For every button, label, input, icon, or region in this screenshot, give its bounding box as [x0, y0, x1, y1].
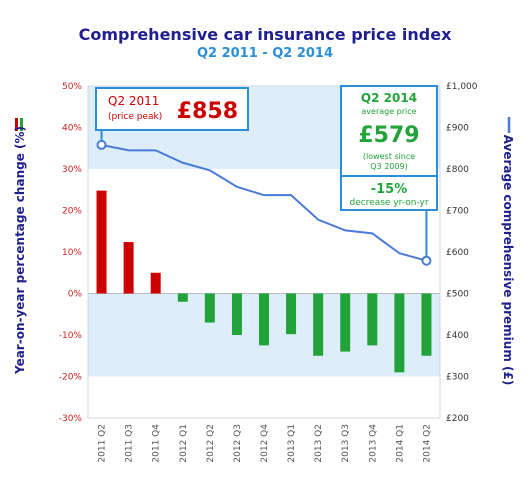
left-tick-label: 10% — [62, 248, 82, 258]
left-tick-label: -10% — [59, 331, 83, 341]
right-tick-label: £900 — [446, 124, 469, 134]
right-tick-label: £400 — [446, 331, 469, 341]
right-tick-label: £700 — [446, 207, 469, 217]
x-tick-label: 2012 Q2 — [206, 424, 216, 463]
bar — [394, 293, 405, 373]
x-tick-label: 2013 Q4 — [368, 424, 378, 463]
x-tick-label: 2011 Q2 — [98, 424, 108, 463]
right-tick-label: £500 — [446, 290, 469, 300]
left-axis-legend-swatch — [15, 118, 23, 131]
bar-series — [96, 190, 432, 373]
left-tick-label: 40% — [62, 124, 82, 134]
bar — [231, 293, 242, 335]
bar — [421, 293, 432, 356]
x-tick-label: 2011 Q4 — [152, 424, 162, 463]
x-tick-label: 2011 Q3 — [125, 424, 135, 463]
bar — [367, 293, 378, 346]
x-tick-label: 2014 Q1 — [395, 424, 405, 463]
bar — [313, 293, 324, 356]
peak-sublabel: (price peak) — [108, 112, 162, 122]
left-tick-label: 50% — [62, 82, 82, 92]
right-axis-title: Average comprehensive premium (£) — [501, 135, 515, 386]
left-tick-label: 20% — [62, 207, 82, 217]
chart-title: Comprehensive car insurance price index — [79, 25, 453, 44]
latest-marker — [421, 255, 432, 266]
x-tick-label: 2013 Q2 — [314, 424, 324, 463]
left-tick-label: 30% — [62, 165, 82, 175]
bar — [340, 293, 351, 352]
right-tick-label: £300 — [446, 373, 469, 383]
bar — [123, 242, 134, 294]
x-tick-label: 2012 Q1 — [179, 424, 189, 463]
change-note: decrease yr-on-yr — [349, 198, 428, 208]
latest-note-line-1: (lowest since — [363, 152, 415, 161]
right-axis-ticks: £200 £300 £400 £500 £600 £700 £800 £900 £1,000 — [446, 82, 478, 424]
latest-value: £579 — [358, 123, 419, 148]
left-tick-label: -30% — [59, 414, 83, 424]
x-tick-label: 2013 Q3 — [341, 424, 351, 463]
change-value: -15% — [371, 182, 408, 197]
left-axis-ticks: -30% -20% -10% 0% 10% 20% 30% 40% 50% — [59, 82, 83, 424]
x-axis-ticks: 2011 Q2 2011 Q3 2011 Q4 2012 Q1 2012 Q2 2012 … — [98, 424, 433, 463]
x-tick-label: 2014 Q2 — [422, 424, 432, 463]
bar — [204, 293, 215, 323]
right-tick-label: £1,000 — [446, 82, 478, 92]
x-tick-label: 2012 Q3 — [233, 424, 243, 463]
peak-value: £858 — [177, 99, 238, 124]
right-tick-label: £800 — [446, 165, 469, 175]
left-axis-title: Year-on-year percentage change (%) — [13, 126, 27, 375]
bar — [286, 293, 297, 335]
bar — [96, 190, 107, 294]
plot-frame — [87, 85, 441, 419]
bar — [259, 293, 269, 346]
latest-note-line-2: Q3 2009) — [370, 162, 407, 171]
peak-annotation: Q2 2011 (price peak) £858 — [95, 87, 249, 141]
latest-label: Q2 2014 — [361, 91, 417, 105]
right-tick-label: £200 — [446, 414, 469, 424]
bar — [177, 293, 188, 302]
chart-subtitle: Q2 2011 - Q2 2014 — [197, 46, 333, 61]
peak-marker — [96, 139, 107, 150]
latest-sublabel: average price — [361, 107, 416, 116]
right-tick-label: £600 — [446, 248, 469, 258]
x-tick-label: 2012 Q4 — [260, 424, 270, 463]
latest-annotation: Q2 2014 average price £579 (lowest since… — [340, 85, 438, 257]
left-tick-label: 0% — [68, 290, 83, 300]
left-tick-label: -20% — [59, 373, 83, 383]
premium-line — [101, 143, 427, 262]
bar — [150, 272, 161, 294]
peak-label: Q2 2011 — [108, 94, 159, 108]
x-tick-label: 2013 Q1 — [287, 424, 297, 463]
